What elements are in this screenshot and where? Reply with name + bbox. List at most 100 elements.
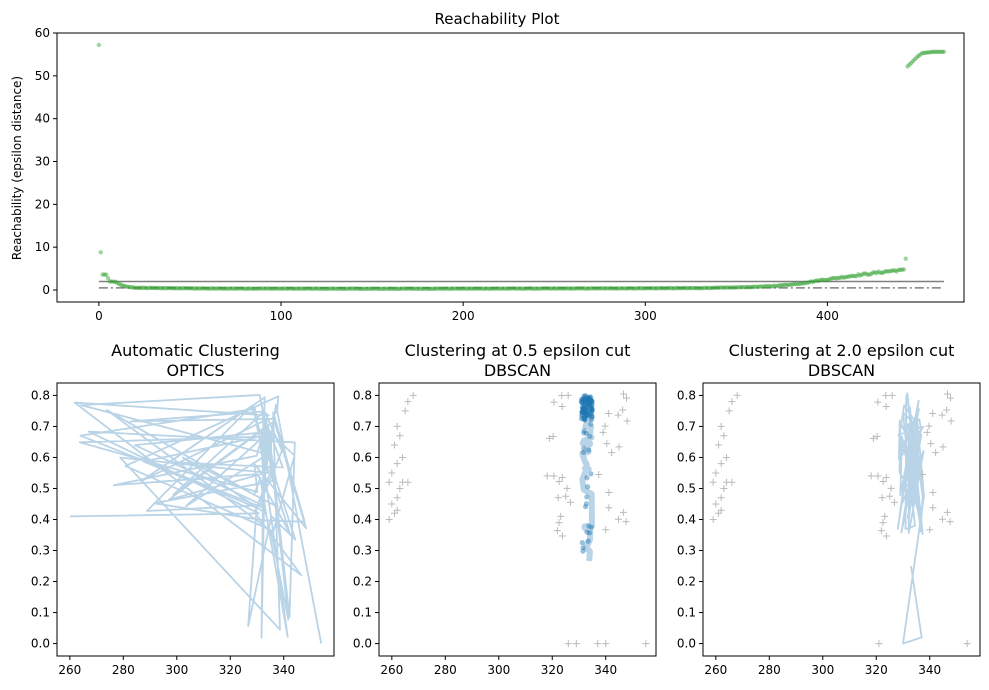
reachability-point	[537, 286, 542, 291]
reachability-point	[684, 285, 690, 291]
reachability-point	[156, 285, 162, 291]
reachability-point	[342, 286, 347, 292]
cluster-point	[583, 393, 589, 399]
noise-point	[946, 518, 954, 526]
reachability-point	[881, 269, 887, 275]
reachability-point	[329, 286, 335, 291]
cluster-point	[582, 504, 589, 510]
noise-point	[385, 516, 393, 523]
noise-point	[879, 519, 887, 527]
reachability-point	[238, 286, 244, 291]
y-tick-label: 0.8	[353, 388, 372, 402]
reachability-point	[510, 286, 515, 291]
noise-point	[642, 640, 650, 648]
reachability-point	[825, 277, 830, 282]
reachability-point	[561, 286, 566, 291]
reachability-point	[830, 275, 836, 281]
reachability-point	[725, 285, 730, 290]
reachability-point	[165, 285, 171, 291]
reachability-point	[320, 286, 326, 291]
reachability-point	[712, 285, 717, 290]
noise-point	[725, 407, 733, 415]
noise-point	[393, 506, 401, 514]
reachability-point	[805, 280, 810, 285]
reachability-point	[932, 49, 938, 55]
y-tick-label: 0.2	[353, 575, 372, 589]
x-tick-label: 260	[380, 663, 403, 677]
reachability-point	[450, 286, 455, 291]
reachability-point	[690, 285, 695, 291]
y-tick-label: 0	[42, 283, 50, 297]
reachability-point	[522, 286, 528, 291]
reachability-point	[868, 271, 874, 277]
reachability-point	[311, 286, 317, 291]
reachability-point	[610, 286, 615, 291]
reachability-point	[817, 277, 823, 283]
noise-point	[549, 433, 557, 441]
reachability-point	[841, 275, 846, 280]
reachability-point	[189, 286, 194, 291]
reachability-point	[908, 60, 914, 66]
reachability-ylabel: Reachability (epsilon distance)	[10, 76, 24, 260]
noise-point	[553, 527, 561, 535]
dbscan05-title: Clustering at 0.5 epsilon cut	[405, 341, 631, 360]
noise-point	[874, 472, 882, 480]
reachability-point	[599, 286, 604, 291]
dbscan20-frame	[702, 382, 981, 657]
reachability-point	[468, 286, 473, 291]
reachability-point	[200, 286, 205, 291]
reachability-point	[566, 286, 571, 291]
noise-point	[555, 519, 563, 527]
x-tick-label: 260	[704, 663, 727, 677]
reachability-point	[641, 286, 646, 291]
reachability-point	[772, 283, 777, 289]
reachability-point	[879, 270, 885, 276]
reachability-point	[761, 284, 766, 289]
reachability-point	[473, 286, 479, 291]
reachability-point	[894, 269, 899, 274]
reachability-point	[134, 285, 140, 291]
reachability-point	[708, 285, 714, 291]
reachability-point	[227, 286, 233, 291]
reachability-point	[739, 284, 745, 290]
noise-point	[620, 390, 628, 398]
y-tick-label: 0.3	[677, 544, 696, 558]
reachability-point	[701, 285, 706, 291]
cluster-point	[584, 494, 590, 500]
reachability-point	[539, 286, 544, 291]
noise-point	[947, 417, 955, 425]
reachability-point	[757, 284, 763, 289]
reachability-point	[941, 49, 947, 55]
noise-point	[622, 518, 630, 526]
reachability-point	[167, 285, 173, 291]
reachability-point	[480, 286, 486, 291]
reachability-point	[501, 286, 506, 291]
reachability-point	[878, 270, 883, 275]
reachability-point	[865, 272, 870, 277]
reachability-point	[723, 285, 728, 290]
reachability-point	[484, 286, 490, 291]
reachability-point	[930, 49, 936, 55]
reachability-point	[464, 286, 469, 291]
reachability-point	[497, 286, 502, 291]
reachability-point	[528, 286, 533, 291]
reachability-point	[910, 58, 916, 64]
reachability-point	[147, 285, 153, 291]
reachability-point	[770, 284, 775, 289]
reachability-point	[204, 286, 209, 291]
cluster-point	[580, 545, 586, 551]
reachability-point	[885, 269, 890, 274]
reachability-point	[801, 281, 806, 286]
cluster-point	[582, 416, 588, 422]
dbscan05-panel: Clustering at 0.5 epsilon cut DBSCAN 260…	[353, 341, 657, 677]
reachability-point	[471, 286, 477, 291]
reachability-point	[664, 285, 670, 291]
noise-point	[550, 398, 558, 406]
reachability-point	[907, 62, 912, 67]
y-tick-label: 0.5	[677, 481, 696, 495]
optics-title: Automatic Clustering	[111, 341, 280, 360]
reachability-point	[533, 286, 539, 291]
dbscan05-plot-area	[385, 390, 650, 648]
reachability-point	[644, 285, 650, 291]
reachability-point	[776, 283, 781, 289]
